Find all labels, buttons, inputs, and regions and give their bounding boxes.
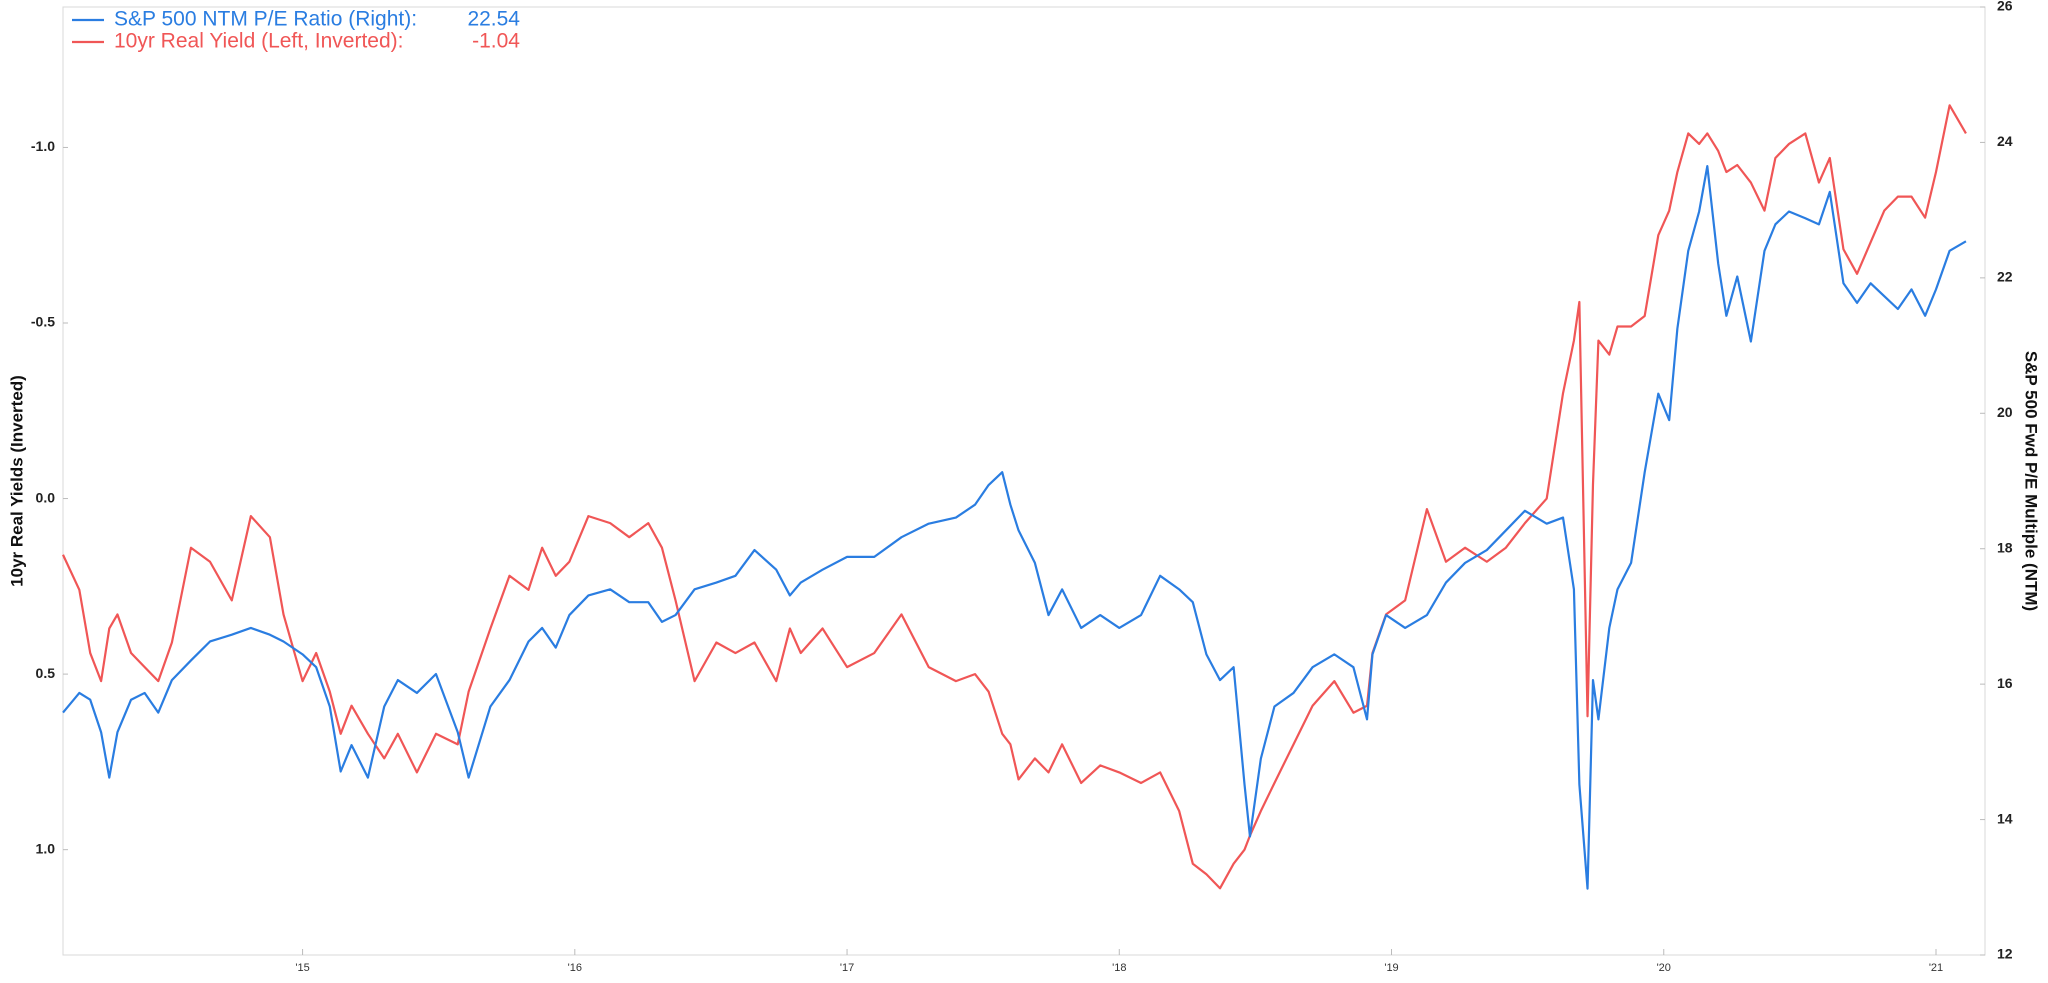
y-tick-label: -0.5 [31, 314, 55, 330]
y2-tick-label: 16 [1997, 675, 2013, 691]
legend-label: S&P 500 NTM P/E Ratio (Right): [114, 8, 417, 31]
y2-tick-label: 22 [1997, 269, 2013, 285]
plot-frame [62, 6, 1986, 956]
y2-tick-label: 26 [1997, 0, 2013, 14]
x-tick-label: '17 [840, 962, 854, 974]
legend-value: 22.54 [467, 8, 520, 31]
y2-tick-label: 14 [1997, 810, 2013, 826]
x-tick-label: '19 [1384, 962, 1398, 974]
y2-tick-label: 18 [1997, 539, 2013, 555]
y2-axis-title: S&P 500 Fwd P/E Multiple (NTM) [2022, 351, 2041, 611]
y-tick-label: -1.0 [31, 138, 55, 154]
x-tick-label: '15 [295, 962, 309, 974]
x-tick-label: '16 [568, 962, 582, 974]
y2-tick-label: 20 [1997, 404, 2013, 420]
series-line [62, 165, 1967, 890]
x-tick-label: '18 [1112, 962, 1126, 974]
y-axis-title: 10yr Real Yields (Inverted) [7, 375, 26, 587]
y-tick-label: 0.5 [36, 665, 56, 681]
x-tick-label: '21 [1929, 962, 1943, 974]
legend-value: -1.04 [472, 30, 520, 53]
y-tick-label: 0.0 [36, 489, 56, 505]
y2-tick-label: 24 [1997, 133, 2013, 149]
legend-label: 10yr Real Yield (Left, Inverted): [114, 30, 403, 53]
series-line [62, 104, 1967, 890]
x-tick-label: '20 [1657, 962, 1671, 974]
y2-tick-label: 12 [1997, 946, 2013, 962]
y-tick-label: 1.0 [36, 840, 56, 856]
